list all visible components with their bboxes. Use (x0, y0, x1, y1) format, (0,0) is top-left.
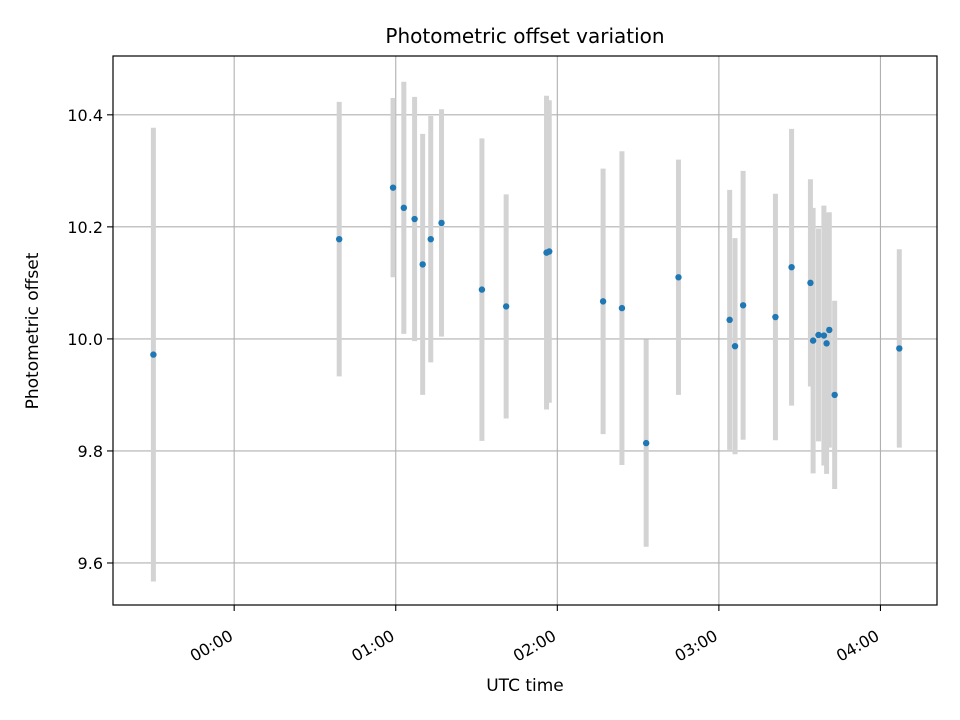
y-tick-label: 10.0 (67, 330, 103, 349)
data-point (809, 337, 817, 344)
data-point (820, 332, 828, 339)
data-point (823, 340, 830, 347)
data-point (826, 326, 833, 334)
data-point (419, 261, 426, 268)
data-point (150, 351, 157, 358)
y-tick-label: 9.6 (78, 554, 103, 573)
data-point (411, 215, 418, 223)
x-axis-label: UTC time (486, 676, 564, 696)
data-point (788, 263, 795, 271)
data-point (675, 274, 682, 281)
data-point (896, 345, 903, 352)
data-point (599, 298, 607, 305)
data-point (478, 286, 486, 293)
data-point (427, 235, 434, 243)
data-point (546, 248, 553, 255)
chart-title: Photometric offset variation (385, 24, 664, 48)
y-axis-label: Photometric offset (23, 252, 43, 409)
data-point (618, 304, 626, 312)
data-point (807, 279, 814, 287)
grid-lines (113, 56, 937, 605)
y-tick-label: 9.8 (78, 442, 103, 461)
y-tick-label: 10.4 (67, 106, 103, 125)
data-point (731, 342, 739, 350)
data-point (400, 204, 408, 212)
y-axis-ticks: 9.6 9.8 10.0 10.2 10.4 (67, 106, 113, 573)
plot-frame (112, 55, 938, 606)
data-point (502, 303, 510, 310)
data-point (726, 316, 733, 324)
data-points (150, 184, 903, 447)
data-point (815, 331, 822, 339)
data-point (739, 302, 747, 309)
data-point (831, 391, 838, 399)
data-point (772, 313, 779, 321)
y-tick-label: 10.2 (67, 218, 103, 237)
data-point (335, 235, 343, 243)
data-point (389, 184, 397, 191)
data-point (438, 219, 445, 227)
data-point (642, 439, 650, 447)
